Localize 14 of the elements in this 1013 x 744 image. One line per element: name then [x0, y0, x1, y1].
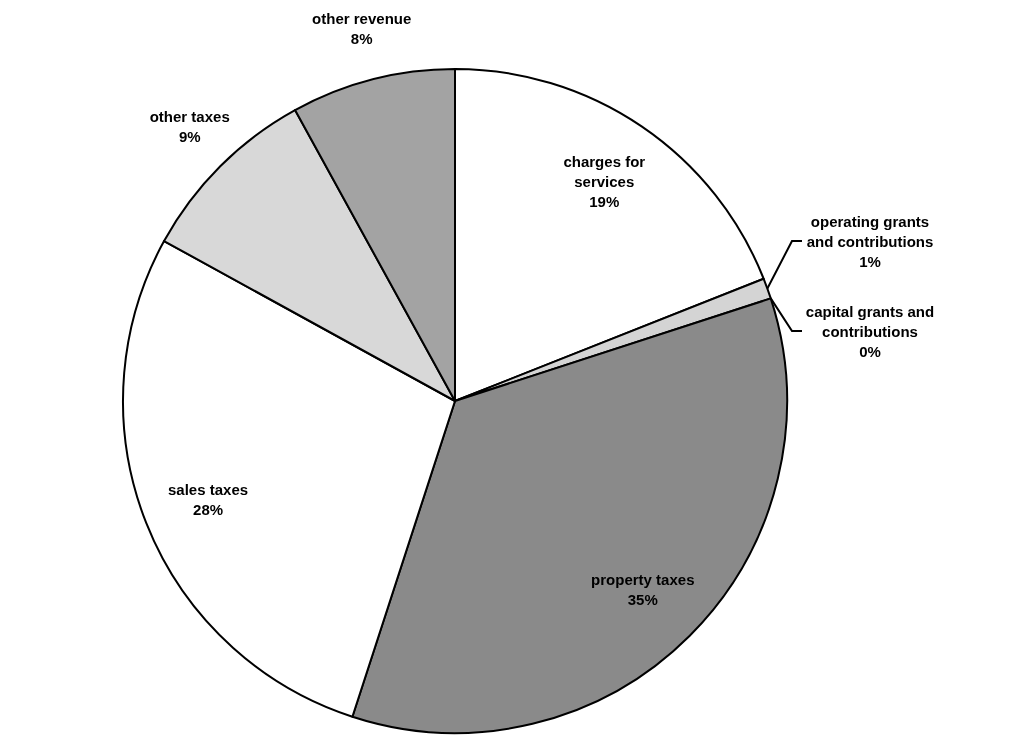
slice-label: charges for services	[563, 153, 646, 191]
data-label: 9%	[178, 127, 201, 145]
slice-label: property taxes	[591, 570, 695, 588]
text: 0%	[859, 343, 881, 360]
data-label: 35%	[627, 590, 658, 608]
legend-label: capital grants and contributions	[805, 303, 935, 340]
slice-label: sales taxes	[168, 480, 249, 498]
slice-label: other revenue	[312, 9, 412, 27]
data-label: 28%	[193, 500, 224, 518]
data-label: 19%	[589, 193, 620, 211]
slice-label: other taxes	[149, 107, 230, 125]
data-label: 1%	[859, 253, 881, 270]
slice-label: operating grants and contributions	[806, 213, 934, 250]
data-label: 8%	[350, 29, 373, 47]
